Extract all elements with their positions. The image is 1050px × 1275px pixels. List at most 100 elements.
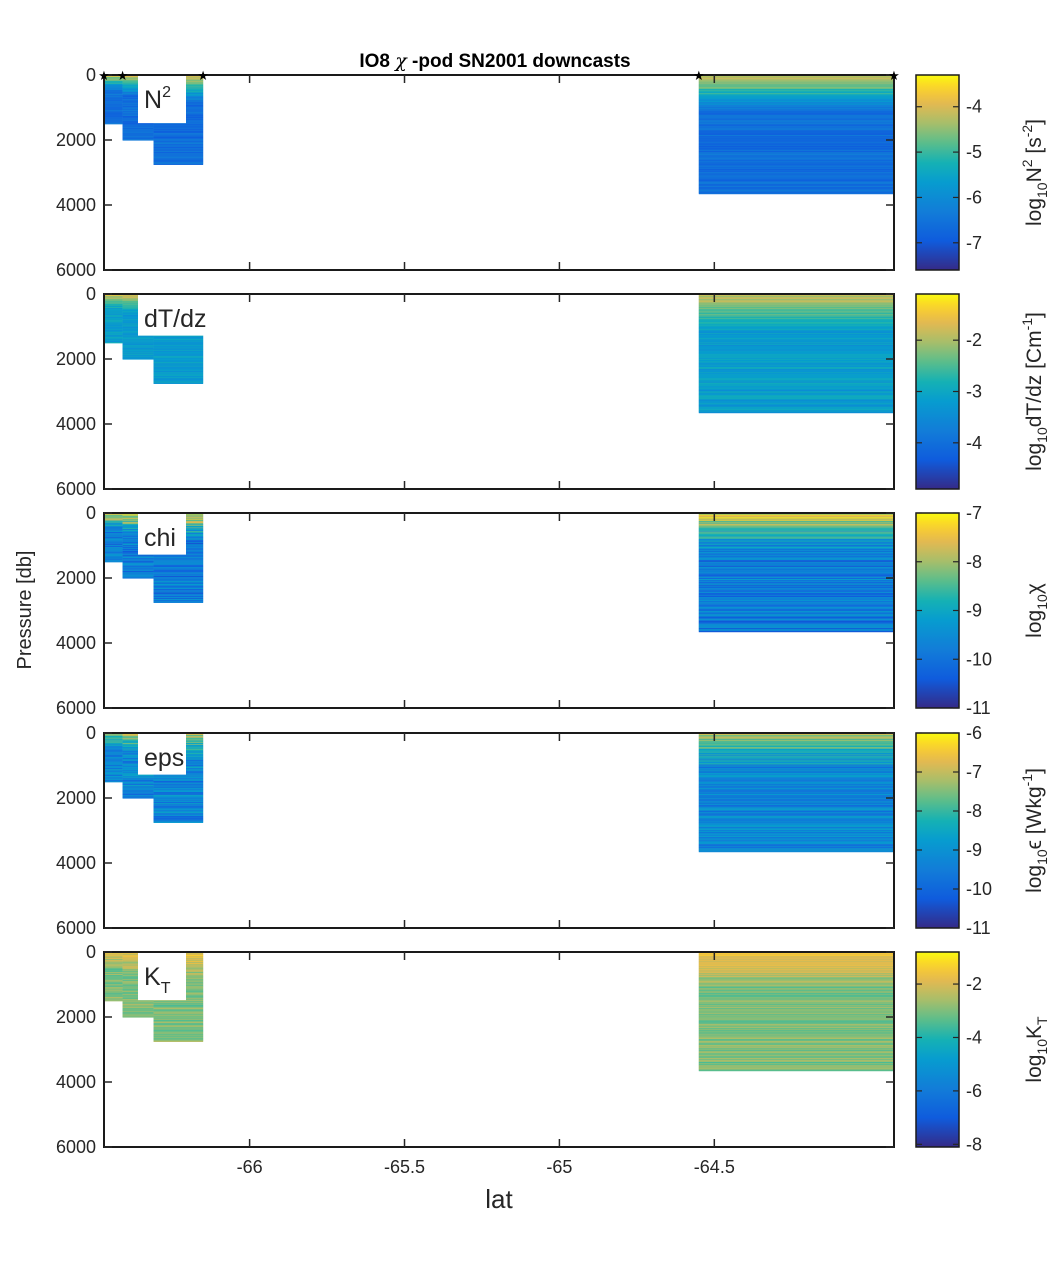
colorbar-gradient bbox=[915, 293, 960, 490]
colorbar-tick-label: -6 bbox=[966, 187, 982, 207]
y-tick-label: 2000 bbox=[56, 349, 96, 369]
cast-1-eps bbox=[104, 733, 123, 783]
axes-frame bbox=[103, 732, 895, 929]
x-tick-label: -66 bbox=[237, 1157, 263, 1177]
colorbar-label: log10N2 [s-2] bbox=[1019, 119, 1050, 226]
colorbar-tick-label: -2 bbox=[966, 974, 982, 994]
y-tick-label: 0 bbox=[86, 284, 96, 304]
cast-4-chi bbox=[698, 513, 894, 633]
y-tick-label: 6000 bbox=[56, 698, 96, 718]
colorbar-tick-label: -10 bbox=[966, 879, 992, 899]
y-tick-label: 2000 bbox=[56, 788, 96, 808]
heat-cell bbox=[153, 1040, 204, 1042]
y-tick-label: 2000 bbox=[56, 1007, 96, 1027]
heat-cell bbox=[153, 163, 204, 165]
panel-label-dTdz: dT/dz bbox=[144, 305, 207, 333]
y-tick-label: 0 bbox=[86, 503, 96, 523]
colorbar-KT: -8 -6 -4 -2 log10KT bbox=[915, 951, 1050, 1154]
colorbar-label: log10χ bbox=[1023, 583, 1050, 638]
panel-label-box bbox=[138, 76, 186, 124]
colorbar-label: log10ϵ [Wkg-1] bbox=[1019, 768, 1050, 893]
colorbar-tick-label: -3 bbox=[966, 382, 982, 402]
y-tick-label: 6000 bbox=[56, 1137, 96, 1157]
cast-1-KT bbox=[104, 952, 123, 1002]
colorbar-tick-label: -11 bbox=[966, 918, 991, 938]
colorbar-chi: -11 -10 -9 -8 -7 log10χ bbox=[915, 503, 1050, 718]
panel-eps: eps 0 2000 4000 6000 -11 -10 -9 -8 -7 -6 log10ϵ [Wk… bbox=[56, 723, 1050, 938]
heat-cell bbox=[104, 342, 123, 344]
colorbar-tick-label: -2 bbox=[966, 330, 982, 350]
heat-cell bbox=[104, 123, 123, 125]
y-tick-label: 6000 bbox=[56, 260, 96, 280]
cast-marker: ★ bbox=[117, 69, 129, 84]
y-tick-label: 4000 bbox=[56, 195, 96, 215]
colorbar-tick-label: -9 bbox=[966, 840, 982, 860]
panel-label-box bbox=[138, 514, 186, 555]
panel-label-box bbox=[138, 295, 224, 336]
panel-dTdz: dT/dz 0 2000 4000 6000 -4 -3 -2 log10dT/dz [Cm-1… bbox=[56, 284, 1050, 499]
cast-marker: ★ bbox=[197, 69, 209, 84]
colorbar-gradient bbox=[915, 74, 960, 271]
colorbar-tick-label: -8 bbox=[966, 801, 982, 821]
x-tick-label: -64.5 bbox=[694, 1157, 735, 1177]
colorbar-N2: -7 -6 -5 -4 log10N2 [s-2] bbox=[915, 74, 1050, 271]
cast-1-chi bbox=[104, 513, 123, 563]
colorbar-tick-label: -7 bbox=[966, 762, 982, 782]
heat-cell bbox=[698, 193, 894, 195]
heat-cell bbox=[122, 139, 154, 141]
cast-4-KT bbox=[698, 952, 894, 1072]
y-tick-label: 4000 bbox=[56, 1072, 96, 1092]
panels: N2 0 2000 4000 6000 ★ ★ ★ ★ ★ -7 -6 -5 -4 log10N2 [s-2… bbox=[56, 65, 1050, 1177]
heat-cell bbox=[104, 561, 123, 563]
cast-marker: ★ bbox=[888, 69, 900, 84]
heat-cell bbox=[153, 821, 204, 823]
x-axis-label: lat bbox=[485, 1184, 513, 1214]
heat-cell bbox=[698, 1070, 894, 1072]
colorbar-eps: -11 -10 -9 -8 -7 -6 log10ϵ [Wkg-1] bbox=[915, 723, 1050, 938]
x-tick-label: -65 bbox=[546, 1157, 572, 1177]
y-tick-label: 4000 bbox=[56, 633, 96, 653]
colorbar-tick-label: -4 bbox=[966, 97, 982, 117]
colorbar-gradient bbox=[915, 512, 960, 709]
colorbar-dTdz: -4 -3 -2 log10dT/dz [Cm-1] bbox=[915, 293, 1050, 490]
panel-label-box bbox=[138, 953, 186, 1001]
heat-cell bbox=[698, 851, 894, 853]
colorbar-label: log10KT bbox=[1023, 1016, 1050, 1083]
axes-frame bbox=[103, 951, 895, 1148]
colorbar-tick-label: -9 bbox=[966, 601, 982, 621]
panel-label-chi: chi bbox=[144, 524, 176, 552]
colorbar-tick-label: -8 bbox=[966, 1134, 982, 1154]
colorbar-tick-label: -5 bbox=[966, 142, 982, 162]
panel-label-box bbox=[138, 734, 186, 775]
cast-4-dTdz bbox=[698, 294, 894, 414]
colorbar-tick-label: -6 bbox=[966, 1081, 982, 1101]
y-tick-label: 6000 bbox=[56, 918, 96, 938]
colorbar-tick-label: -7 bbox=[966, 503, 982, 523]
panel-label-eps: eps bbox=[144, 744, 184, 772]
y-tick-label: 0 bbox=[86, 723, 96, 743]
panel-label-KT: KT bbox=[144, 963, 171, 997]
y-axis-label: Pressure [db] bbox=[14, 551, 36, 670]
y-tick-label: 4000 bbox=[56, 853, 96, 873]
figure-title: IO8 χ -pod SN2001 downcasts bbox=[359, 50, 630, 72]
heat-cell bbox=[104, 1000, 123, 1002]
colorbar-label: log10dT/dz [Cm-1] bbox=[1019, 312, 1050, 471]
cast-1-dTdz bbox=[104, 294, 123, 344]
colorbar-tick-label: -6 bbox=[966, 723, 982, 743]
colorbar-tick-label: -8 bbox=[966, 552, 982, 572]
axes-frame bbox=[103, 293, 895, 490]
colorbar-tick-label: -10 bbox=[966, 649, 992, 669]
panel-chi: chi 0 2000 4000 6000 -11 -10 -9 -8 -7 log10χ bbox=[56, 503, 1050, 718]
colorbar-tick-label: -11 bbox=[966, 698, 991, 718]
y-tick-label: 6000 bbox=[56, 479, 96, 499]
colorbar-tick-label: -7 bbox=[966, 233, 982, 253]
y-tick-label: 2000 bbox=[56, 568, 96, 588]
cast-marker: ★ bbox=[693, 69, 705, 84]
y-tick-label: 0 bbox=[86, 942, 96, 962]
x-tick-label: -65.5 bbox=[384, 1157, 425, 1177]
panel-KT: KT 0 2000 4000 6000 -66 -65.5 -65 -64.5 -8 -6 -4 -2 l… bbox=[56, 942, 1050, 1177]
heat-cell bbox=[698, 412, 894, 414]
colorbar-gradient bbox=[915, 951, 960, 1148]
heat-cell bbox=[698, 631, 894, 633]
